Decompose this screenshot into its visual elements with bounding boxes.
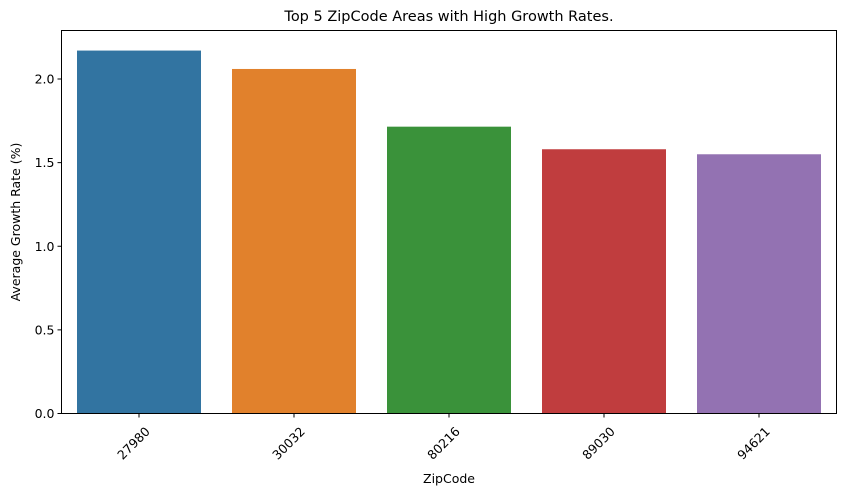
y-tick-label: 2.0 [35,72,55,87]
y-axis-label: Average Growth Rate (%) [8,143,23,302]
y-tick-label: 0.5 [35,322,55,337]
x-tick-label: 94621 [734,424,773,463]
x-tick-label: 89030 [579,424,618,463]
x-axis: 27980 30032 80216 89030 94621 [114,413,773,463]
y-tick-label: 1.5 [35,155,55,170]
y-axis: 0.0 0.5 1.0 1.5 2.0 [35,72,62,421]
x-tick-label: 27980 [114,424,153,463]
bar-80216 [387,126,511,414]
x-tick-label: 30032 [269,424,308,463]
bar-27980 [77,50,201,414]
bars [77,50,821,414]
y-tick-label: 1.0 [35,239,55,254]
x-tick-label: 80216 [424,424,463,463]
y-tick-label: 0.0 [35,406,55,421]
chart-title: Top 5 ZipCode Areas with High Growth Rat… [283,9,613,25]
bar-89030 [542,149,666,414]
bar-94621 [697,154,821,414]
bar-30032 [232,68,356,414]
x-axis-label: ZipCode [423,471,475,486]
